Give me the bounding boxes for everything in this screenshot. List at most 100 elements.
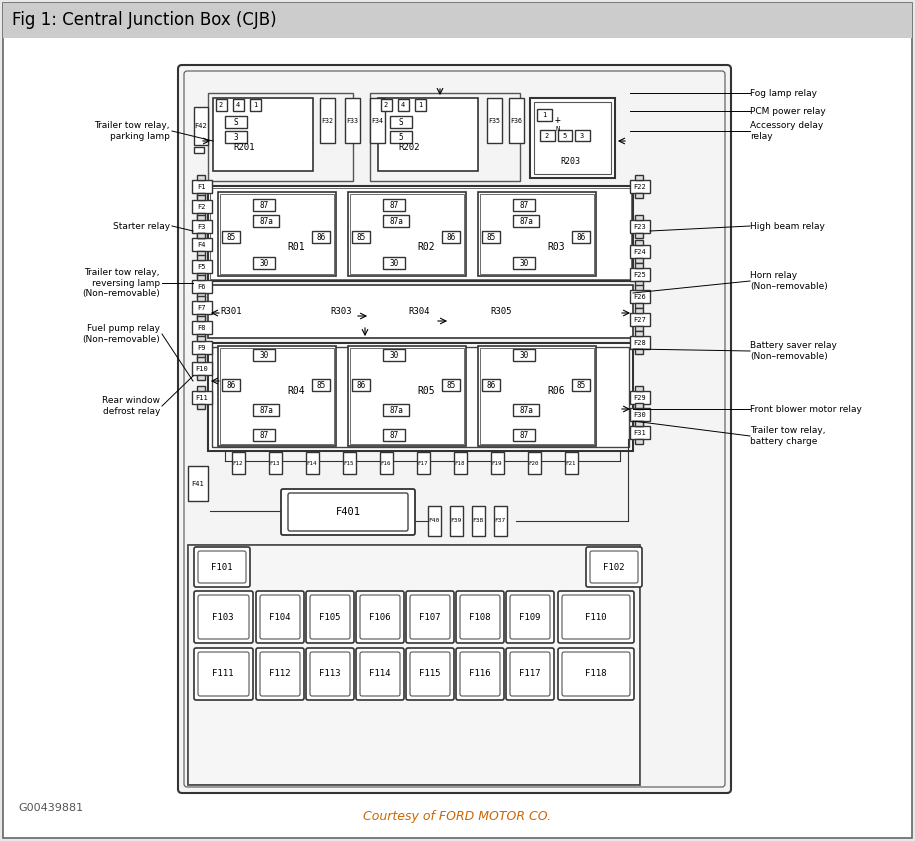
Bar [635,215,643,220]
Bar [197,233,205,238]
Bar [208,343,633,451]
Bar [194,107,208,145]
Bar [197,195,205,200]
Text: 1: 1 [418,102,422,108]
Text: 85: 85 [447,380,456,389]
Bar [383,404,409,416]
Text: PCM power relay: PCM power relay [750,107,825,115]
Bar [513,429,535,441]
Text: F19: F19 [491,461,502,466]
Bar [513,349,535,361]
FancyBboxPatch shape [510,652,550,696]
Bar [348,346,466,446]
FancyBboxPatch shape [288,493,408,531]
Bar [630,391,650,404]
Text: F109: F109 [519,612,541,621]
Bar [216,99,227,111]
FancyBboxPatch shape [356,648,404,700]
Text: 2: 2 [544,133,549,139]
Bar [210,188,631,279]
Text: R04: R04 [287,386,305,396]
Bar [378,98,478,171]
FancyBboxPatch shape [360,595,400,639]
Bar [348,192,466,276]
Text: 87: 87 [390,200,399,209]
Bar [253,215,279,227]
Text: F1: F1 [198,184,206,190]
FancyBboxPatch shape [260,595,300,639]
Bar [197,375,205,380]
Text: F28: F28 [633,340,646,346]
Text: F2: F2 [198,204,206,210]
Bar [312,231,330,243]
Text: F108: F108 [469,612,490,621]
Text: F3: F3 [198,224,206,230]
Text: High beam relay: High beam relay [750,221,825,230]
Bar [635,285,643,290]
Bar [635,349,643,354]
Bar [630,336,650,349]
Text: 85: 85 [226,232,236,241]
Text: F117: F117 [519,669,541,679]
Text: Fuel pump relay
(Non–removable): Fuel pump relay (Non–removable) [82,325,160,344]
Bar [528,452,541,474]
Bar [343,452,356,474]
Bar [192,238,212,251]
Bar [415,99,426,111]
Bar [370,93,520,181]
FancyBboxPatch shape [260,652,300,696]
Text: F110: F110 [586,612,607,621]
Text: F30: F30 [633,412,646,418]
Bar [194,147,204,153]
FancyBboxPatch shape [306,591,354,643]
Bar [197,273,205,278]
Bar [509,98,524,143]
Bar [630,426,650,439]
Bar [494,506,507,536]
Text: R305: R305 [490,306,511,315]
Text: 87a: 87a [519,216,533,225]
Text: F111: F111 [212,669,233,679]
FancyBboxPatch shape [562,652,630,696]
Text: F25: F25 [633,272,646,278]
Bar [630,290,650,303]
Bar [253,199,275,211]
FancyBboxPatch shape [558,648,634,700]
Bar [390,131,412,143]
Bar [572,231,590,243]
Bar [192,220,212,233]
Text: R201: R201 [233,142,255,151]
Text: R304: R304 [408,306,429,315]
Bar [635,240,643,245]
Text: 87a: 87a [389,216,403,225]
FancyBboxPatch shape [310,652,350,696]
Bar [192,341,212,354]
Text: Trailer tow relay,
parking lamp: Trailer tow relay, parking lamp [94,121,170,140]
Text: Battery saver relay
(Non–removable): Battery saver relay (Non–removable) [750,341,837,361]
Bar [320,98,335,143]
Bar [188,545,640,785]
FancyBboxPatch shape [506,591,554,643]
Text: 30: 30 [390,351,399,359]
Bar [558,130,572,141]
Bar [513,199,535,211]
Bar [232,452,245,474]
FancyBboxPatch shape [198,595,249,639]
Text: F101: F101 [211,563,232,572]
Text: 86: 86 [487,380,496,389]
Text: F5: F5 [198,264,206,270]
Bar [383,199,405,211]
FancyBboxPatch shape [586,547,642,587]
Bar [197,275,205,280]
Text: F401: F401 [336,507,361,517]
Text: Fig 1: Central Junction Box (CJB): Fig 1: Central Junction Box (CJB) [12,11,276,29]
Bar [530,98,615,178]
Bar [630,268,650,281]
Text: R202: R202 [399,142,420,151]
Bar [630,408,650,421]
Text: R203: R203 [560,156,580,166]
FancyBboxPatch shape [406,648,454,700]
Text: F18: F18 [455,461,465,466]
Bar [635,308,643,313]
Bar [225,131,247,143]
